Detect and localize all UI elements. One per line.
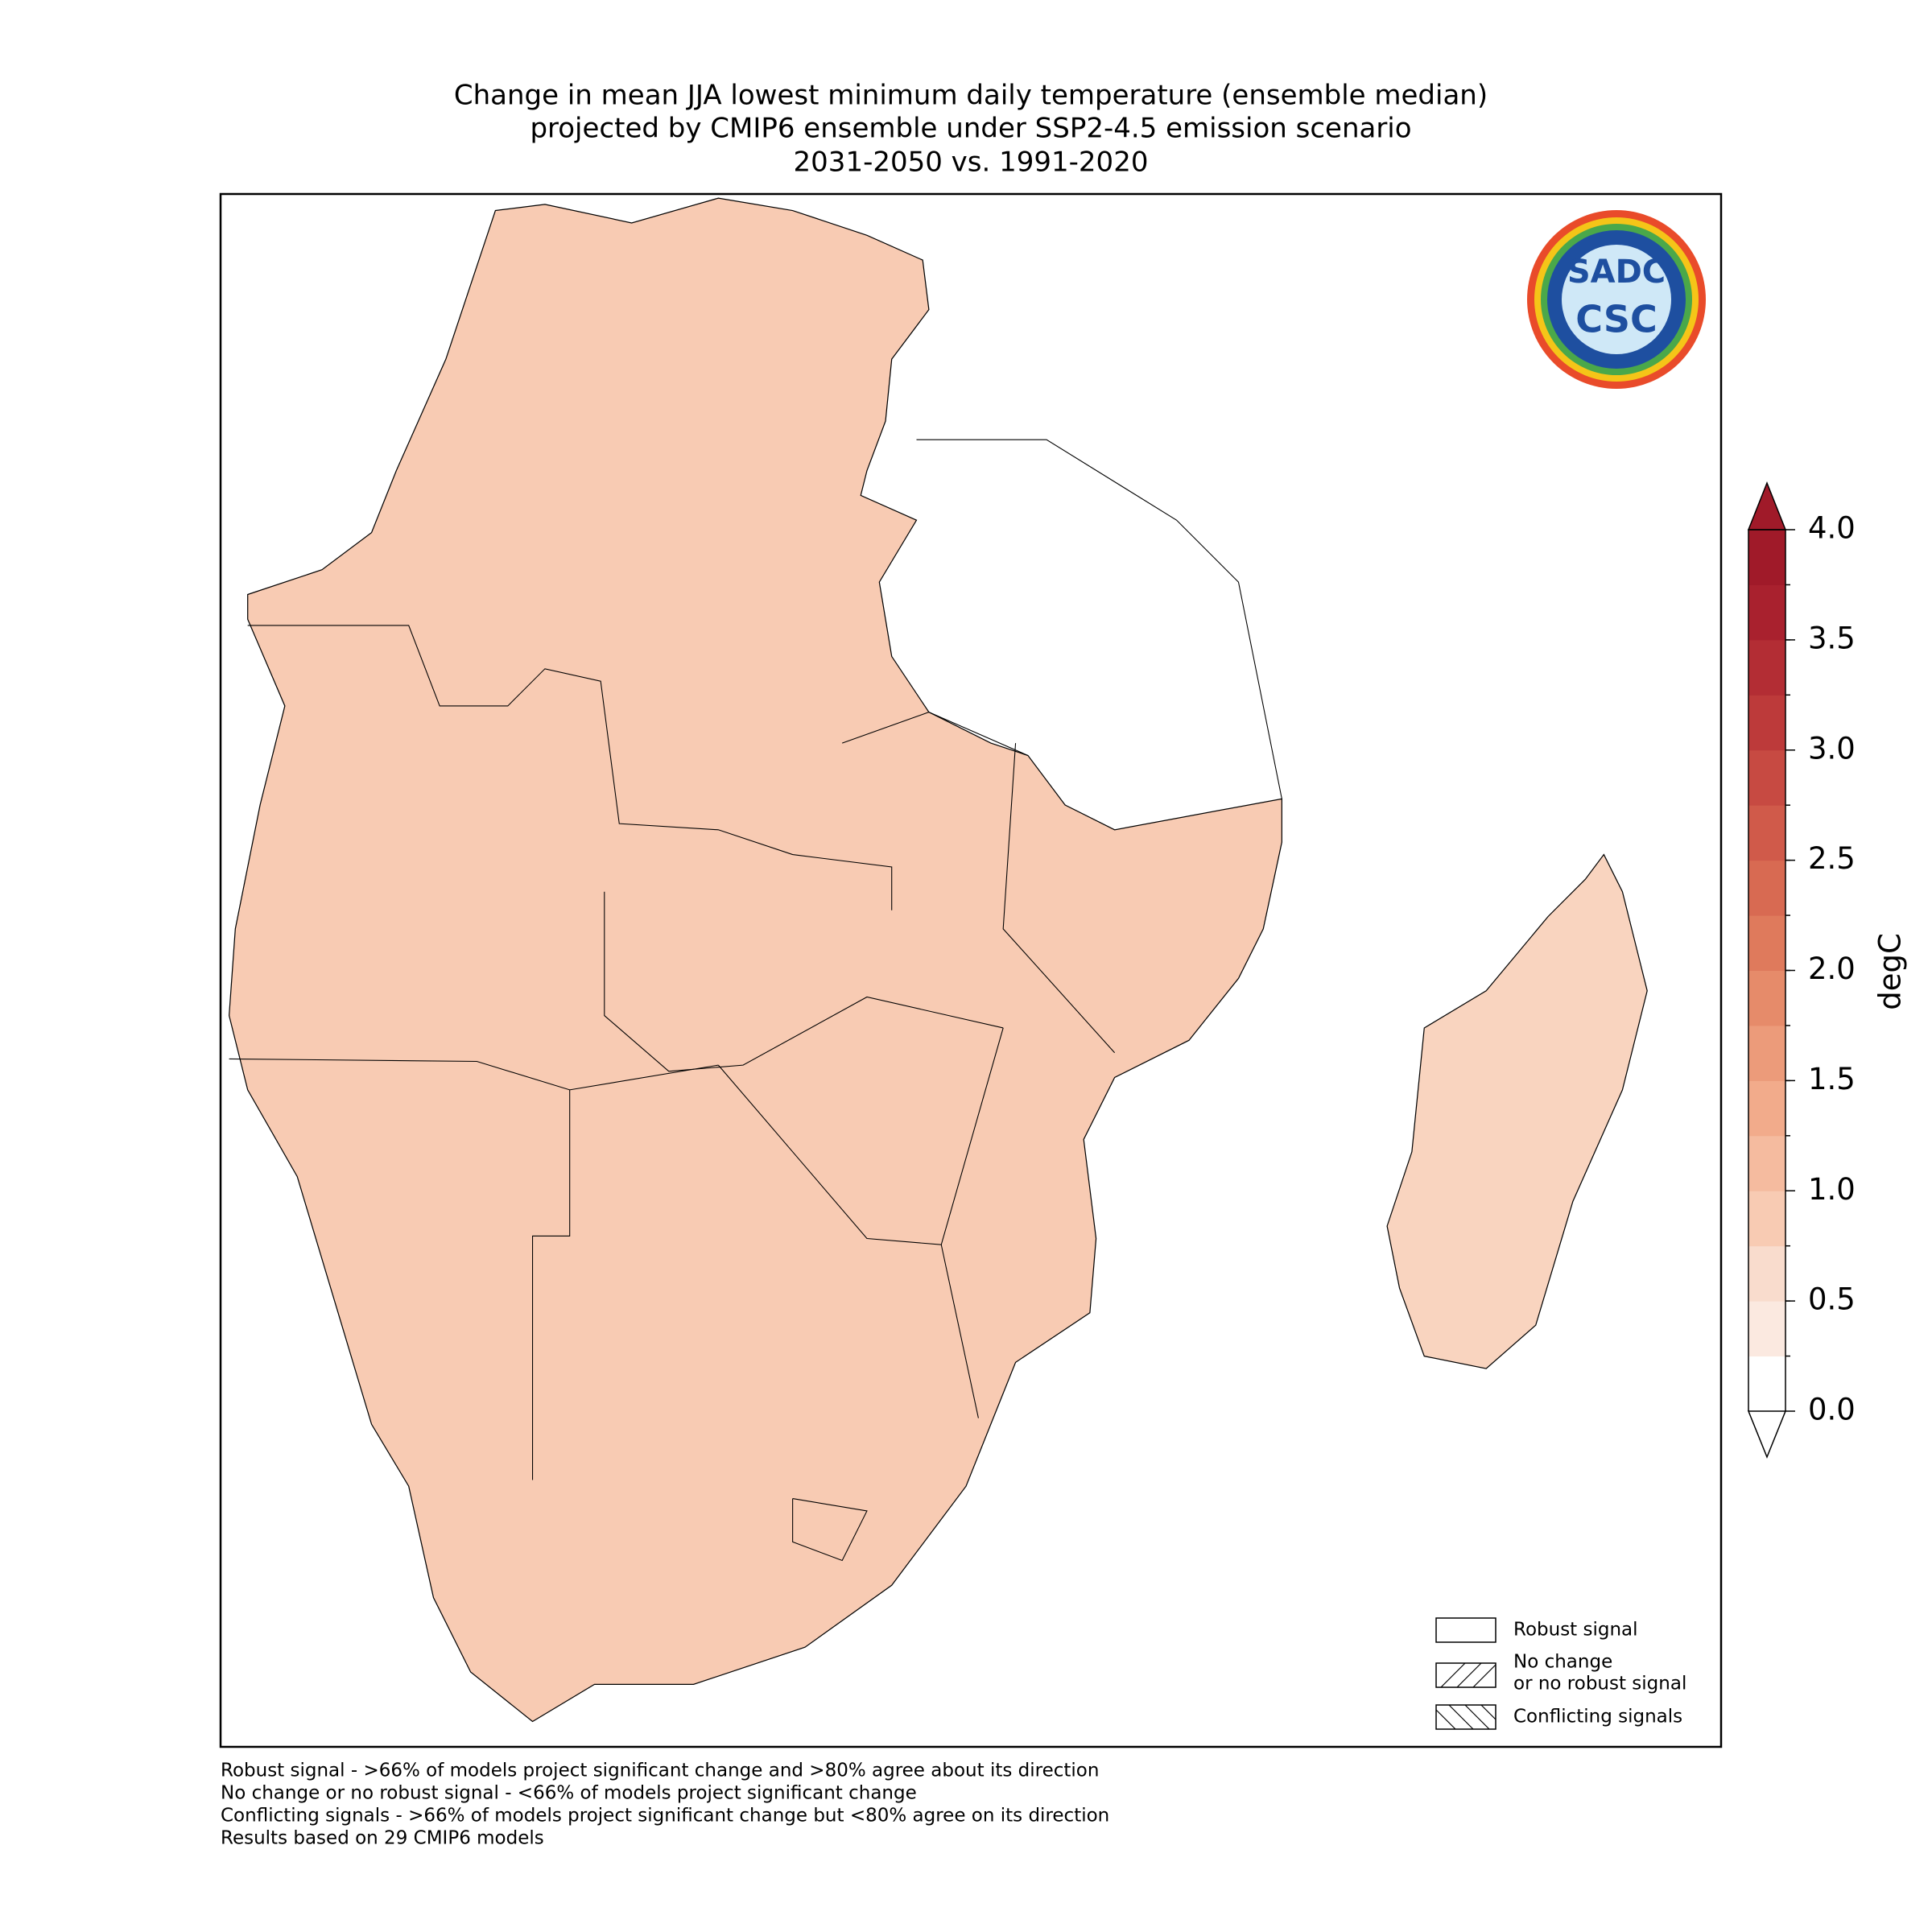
tick-label: 1.0 [1808, 1172, 1856, 1207]
logo-text: SADC [1567, 254, 1666, 291]
map-frame [219, 192, 1723, 1748]
colorbar-bin [1748, 1080, 1785, 1137]
tick-label: 2.5 [1808, 841, 1856, 876]
land [229, 197, 1648, 1723]
borders [229, 439, 1282, 1562]
colorbar-bin [1748, 1245, 1785, 1302]
legend-label: Robust signal [1513, 1620, 1638, 1641]
colorbar-bin [1748, 1135, 1785, 1191]
colorbar-label: degC [1873, 933, 1908, 1010]
logo-text: CSC [1575, 298, 1657, 341]
tick-label: 4.0 [1808, 511, 1856, 546]
colorbar-bin [1748, 584, 1785, 641]
title-line: projected by CMIP6 ensemble under SSP2-4… [530, 113, 1411, 145]
footnote: Robust signal - >66% of models project s… [221, 1761, 1099, 1781]
colorbar-bin [1748, 1356, 1785, 1412]
colorbar-bin [1748, 970, 1785, 1026]
tick-label: 3.0 [1808, 731, 1856, 766]
tick-label: 3.5 [1808, 621, 1856, 655]
colorbar-bin [1748, 1025, 1785, 1081]
legend: Robust signal No change or no robust sig… [1435, 1617, 1686, 1730]
logo: SADC CSC [1527, 210, 1706, 389]
colorbar-under [1747, 1410, 1787, 1459]
colorbar-over [1747, 481, 1787, 530]
colorbar-bin [1748, 1301, 1785, 1357]
colorbar-bin [1748, 860, 1785, 916]
colorbar-bin [1748, 639, 1785, 696]
tick-label: 0.5 [1808, 1282, 1856, 1317]
colorbar-bin [1748, 695, 1785, 751]
legend-box [1435, 1662, 1496, 1688]
title-line: 2031-2050 vs. 1991-2020 [794, 147, 1149, 179]
colorbar-bin [1748, 1191, 1785, 1247]
colorbar-bin [1748, 749, 1785, 806]
tick-label: 1.5 [1808, 1062, 1856, 1096]
mainland [229, 197, 1282, 1723]
logo-center [1562, 245, 1671, 354]
legend-label: No change [1513, 1652, 1612, 1673]
colorbar-bin [1748, 530, 1785, 585]
hatch [1435, 1704, 1496, 1730]
colorbar-bin [1748, 915, 1785, 971]
tick-label: 0.0 [1808, 1393, 1856, 1427]
legend-label: or no robust signal [1513, 1674, 1686, 1695]
legend-box [1435, 1617, 1496, 1643]
footnote: No change or no robust signal - <66% of … [221, 1783, 917, 1804]
legend-label: Conflicting signals [1513, 1707, 1682, 1728]
madagascar [1386, 853, 1648, 1369]
footnote: Results based on 29 CMIP6 models [221, 1828, 544, 1849]
legend-box [1435, 1704, 1496, 1730]
tick-label: 2.0 [1808, 952, 1856, 986]
map-area [229, 197, 1648, 1723]
hatch [1440, 1662, 1496, 1688]
footnote: Conflicting signals - >66% of models pro… [221, 1806, 1109, 1827]
title-line: Change in mean JJA lowest minimum daily … [454, 80, 1488, 112]
colorbar-bin [1748, 805, 1785, 861]
